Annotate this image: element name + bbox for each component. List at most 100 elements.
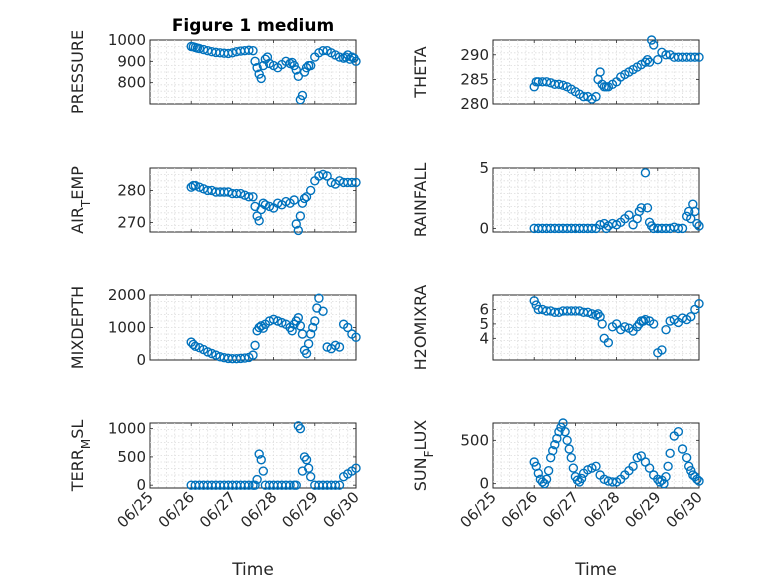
y-axis-label: SUNFLUX: [411, 420, 436, 492]
data-point: [587, 463, 597, 473]
data-point: [624, 210, 634, 220]
data-point: [235, 188, 246, 199]
data-point: [562, 435, 572, 446]
data-point: [599, 474, 609, 485]
data-point: [308, 322, 318, 333]
y-tick-label: 1000: [108, 420, 146, 438]
data-point: [240, 353, 250, 363]
data-point: [603, 337, 614, 348]
data-point: [673, 426, 684, 437]
data-point: [248, 192, 258, 202]
data-point: [252, 211, 262, 221]
data-point: [642, 54, 653, 65]
data-point: [351, 56, 361, 67]
data-point: [591, 461, 601, 472]
data-point: [566, 452, 576, 463]
x-tick-label: 06/28: [237, 488, 280, 531]
data-point: [248, 350, 258, 360]
data-point: [330, 480, 341, 490]
y-tick-label: 5: [479, 315, 489, 333]
data-point: [541, 474, 552, 485]
data-point: [314, 293, 324, 303]
data-point: [264, 201, 275, 212]
data-point: [640, 57, 651, 67]
data-point: [287, 326, 297, 336]
y-tick-label: 4: [479, 329, 489, 347]
data-point: [655, 477, 665, 487]
data-point: [301, 192, 312, 202]
data-point: [256, 73, 266, 84]
data-point: [256, 321, 266, 331]
data-point: [692, 218, 702, 229]
data-point: [330, 340, 341, 351]
data-point: [684, 461, 694, 472]
x-axis-label: Time: [231, 560, 274, 580]
data-point: [211, 350, 221, 360]
data-point: [550, 439, 560, 450]
y-tick-label: 270: [117, 213, 146, 231]
data-point: [646, 221, 657, 231]
data-point: [597, 319, 607, 329]
data-point: [293, 225, 304, 236]
data-point: [529, 296, 539, 306]
data-point: [207, 348, 217, 359]
y-tick-label: 5: [479, 159, 489, 177]
data-point: [644, 463, 655, 473]
data-points: [186, 421, 361, 490]
data-point: [310, 316, 320, 326]
data-point: [653, 474, 663, 485]
data-point: [642, 203, 653, 213]
subplot-1: 800 900 1000 PRESSURE: [68, 30, 361, 114]
data-point: [293, 71, 304, 81]
y-axis-label: THETA: [411, 46, 430, 98]
data-point: [558, 418, 568, 428]
data-point: [564, 444, 574, 454]
data-point: [543, 465, 554, 476]
data-point: [299, 193, 310, 204]
y-tick-label: 285: [460, 70, 489, 88]
data-point: [653, 54, 663, 65]
y-tick-label: 800: [117, 74, 146, 92]
data-point: [260, 200, 271, 210]
data-point: [297, 198, 308, 208]
data-point: [299, 452, 310, 462]
x-tick-label: 06/27: [196, 488, 239, 531]
y-tick-label: 1000: [108, 31, 146, 49]
data-point: [692, 474, 702, 485]
data-point: [198, 44, 209, 55]
data-point: [529, 457, 539, 467]
data-point: [539, 478, 550, 489]
y-tick-label: 2000: [108, 286, 146, 304]
data-point: [289, 195, 299, 205]
data-point: [293, 421, 304, 431]
data-point: [305, 185, 316, 196]
data-point: [636, 203, 647, 213]
subplot-6: 456 H2OMIXRA: [411, 285, 704, 371]
data-point: [601, 223, 611, 234]
x-tick-label: 06/25: [114, 488, 157, 531]
data-point: [291, 219, 301, 229]
data-point: [583, 465, 593, 475]
data-point: [252, 474, 262, 485]
data-point: [291, 480, 301, 490]
data-point: [632, 452, 642, 463]
x-axis-label: Time: [574, 560, 617, 580]
data-points: [529, 35, 704, 104]
data-point: [657, 345, 667, 355]
data-point: [254, 216, 264, 226]
data-point: [663, 461, 673, 472]
data-point: [351, 463, 361, 473]
data-point: [591, 91, 601, 102]
data-point: [345, 54, 355, 64]
data-point: [248, 45, 258, 56]
y-axis-label: H2OMIXRA: [411, 285, 430, 371]
data-point: [285, 480, 295, 490]
data-point: [334, 52, 345, 62]
data-point: [644, 57, 655, 67]
data-point: [295, 423, 306, 434]
data-point: [640, 168, 651, 178]
y-tick-label: 0: [136, 476, 146, 494]
data-point: [244, 45, 254, 55]
data-point: [568, 463, 579, 473]
